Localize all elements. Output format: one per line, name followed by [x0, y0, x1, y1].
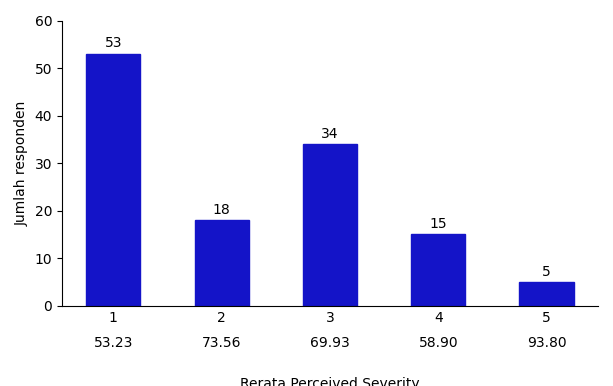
Bar [519, 282, 574, 306]
Text: 69.93: 69.93 [310, 336, 350, 350]
Text: 53: 53 [105, 36, 122, 51]
Text: 15: 15 [430, 217, 447, 231]
Bar [194, 220, 249, 306]
Bar [411, 234, 465, 306]
Text: 18: 18 [213, 203, 230, 217]
Text: 34: 34 [321, 127, 339, 141]
Y-axis label: Jumlah responden: Jumlah responden [15, 100, 29, 226]
Bar [303, 144, 357, 306]
Text: 93.80: 93.80 [527, 336, 566, 350]
X-axis label: Rerata Perceived Severity: Rerata Perceived Severity [240, 378, 420, 386]
Bar [86, 54, 140, 306]
Text: 53.23: 53.23 [94, 336, 133, 350]
Text: 58.90: 58.90 [419, 336, 458, 350]
Text: 73.56: 73.56 [202, 336, 242, 350]
Text: 5: 5 [542, 265, 551, 279]
